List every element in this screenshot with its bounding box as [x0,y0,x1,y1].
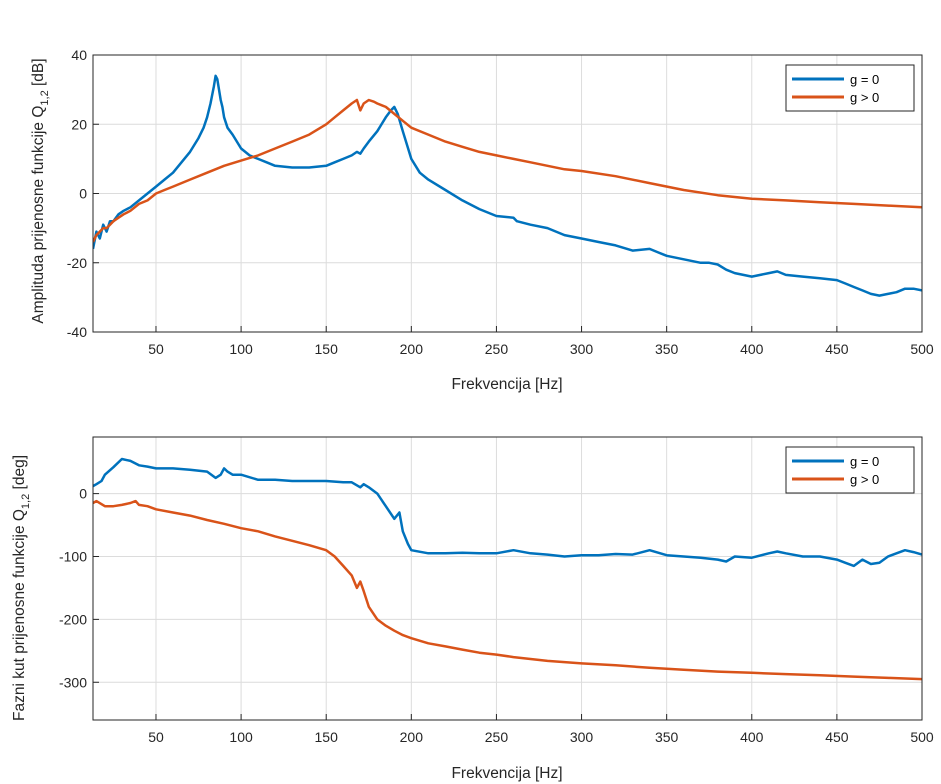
legend-entry-label: g = 0 [850,72,879,87]
x-tick-label: 100 [229,729,253,745]
y-axis-label-main: Amplituda prijenosne funkcije Q [30,106,47,324]
series-line-g-positive [93,499,922,681]
y-axis-label: Amplituda prijenosne funkcije Q1,2 [dB] [30,58,51,323]
y-tick-label: 40 [71,47,87,63]
y-tick-label: -300 [59,674,87,690]
legend-box [785,64,915,112]
x-tick-label: 300 [570,729,594,745]
y-axis-label-main: Fazni kut prijenosne funkcije Q [11,509,28,721]
x-tick-label: 350 [655,341,679,357]
x-tick-label: 500 [910,341,934,357]
x-tick-label: 250 [485,341,509,357]
y-axis-label: Fazni kut prijenosne funkcije Q1,2 [deg] [11,455,32,721]
y-tick-label: 20 [71,116,87,132]
legend-entry-label: g > 0 [850,90,879,105]
y-axis-label-unit: [dB] [30,58,47,90]
x-tick-label: 150 [315,341,339,357]
series-line-g-zero [93,74,922,297]
legend-entry-label: g > 0 [850,472,879,487]
y-axis-label-subscript: 1,2 [20,494,32,509]
legend: g = 0 g > 0 [785,446,915,494]
y-axis-label-unit: [deg] [11,455,28,494]
y-tick-label: -200 [59,611,87,627]
x-tick-label: 250 [485,729,509,745]
series-line-g-positive [93,98,922,243]
series-lines [93,457,922,681]
series-line-g-zero [93,457,922,568]
y-tick-label: -100 [59,548,87,564]
legend-box [785,446,915,494]
x-tick-label: 200 [400,729,424,745]
legend: g = 0 g > 0 [785,64,915,112]
x-tick-label: 500 [910,729,934,745]
x-tick-label: 450 [825,729,849,745]
x-tick-label: 50 [148,341,164,357]
phase-chart: Fazni kut prijenosne funkcije Q1,2 [deg]… [11,436,934,782]
x-axis-label: Frekvencija [Hz] [451,376,562,393]
y-tick-label: -20 [67,255,87,271]
plot-frame [92,436,923,721]
x-tick-label: 350 [655,729,679,745]
x-tick-label: 100 [229,341,253,357]
x-tick-label: 300 [570,341,594,357]
plot-frame [92,54,923,333]
series-lines [93,74,922,297]
amplitude-chart: Amplituda prijenosne funkcije Q1,2 [dB] … [30,47,934,393]
x-axis-label: Frekvencija [Hz] [451,765,562,782]
x-tick-label: 400 [740,729,764,745]
legend-entry-label: g = 0 [850,454,879,469]
grid [93,437,923,720]
x-tick-label: 450 [825,341,849,357]
x-tick-label: 200 [400,341,424,357]
x-tick-label: 150 [315,729,339,745]
y-tick-label: 0 [79,186,87,202]
y-tick-label: 0 [79,486,87,502]
y-tick-label: -40 [67,324,87,340]
x-tick-label: 50 [148,729,164,745]
y-axis-label-subscript: 1,2 [39,90,51,105]
x-tick-label: 400 [740,341,764,357]
